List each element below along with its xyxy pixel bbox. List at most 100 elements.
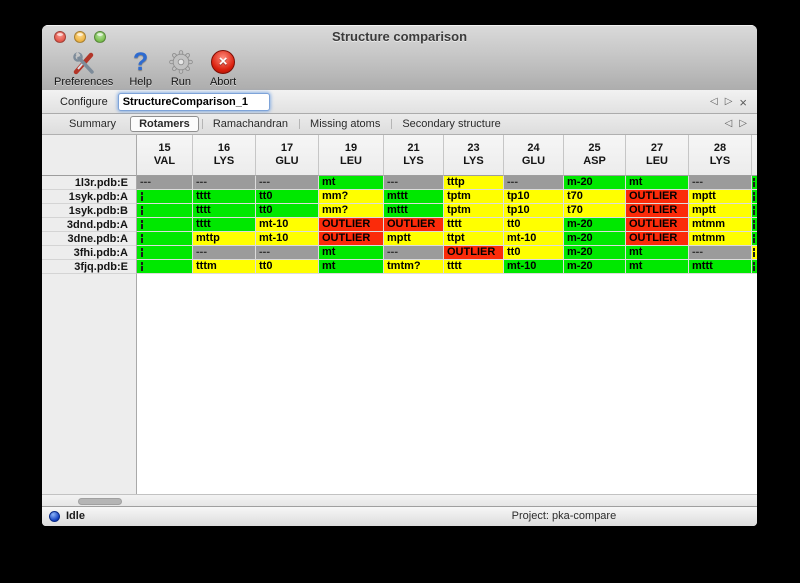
table-cell[interactable]: mt — [626, 246, 689, 260]
table-cell[interactable]: mt — [319, 260, 384, 274]
table-cell[interactable]: tptm — [444, 190, 504, 204]
table-cell[interactable]: --- — [384, 176, 444, 190]
table-cell[interactable]: OUTLIER — [626, 204, 689, 218]
table-cell[interactable]: tttt — [444, 260, 504, 274]
column-header[interactable]: 17 GLU — [256, 135, 319, 176]
table-cell[interactable]: tt0 — [256, 260, 319, 274]
table-cell[interactable]: OUTLIER — [319, 218, 384, 232]
table-cell[interactable]: tttt — [193, 204, 256, 218]
table-cell[interactable]: --- — [504, 176, 564, 190]
table-cell[interactable]: mtmm — [689, 232, 752, 246]
table-cell[interactable] — [137, 204, 193, 218]
table-cell[interactable]: tttp — [444, 176, 504, 190]
minimize-window-button[interactable] — [74, 31, 86, 43]
table-cell[interactable]: tttt — [193, 190, 256, 204]
tab-missing-atoms[interactable]: Missing atoms — [299, 116, 391, 132]
row-label[interactable]: 3fhi.pdb:A — [42, 246, 137, 260]
column-header[interactable]: 23 LYS — [444, 135, 504, 176]
tab-secondary-structure[interactable]: Secondary structure — [391, 116, 511, 132]
table-cell[interactable]: mt-10 — [504, 260, 564, 274]
table-cell[interactable] — [137, 260, 193, 274]
table-cell[interactable]: mm? — [319, 204, 384, 218]
table-cell[interactable]: m-20 — [564, 246, 626, 260]
abort-button[interactable]: × Abort — [210, 47, 236, 88]
table-cell[interactable]: m-20 — [564, 232, 626, 246]
table-cell[interactable]: mt — [319, 176, 384, 190]
table-cell[interactable]: tp10 — [504, 190, 564, 204]
table-cell[interactable]: --- — [137, 176, 193, 190]
table-cell[interactable]: --- — [256, 176, 319, 190]
close-panel-icon[interactable]: × — [739, 94, 747, 110]
table-cell[interactable]: mptt — [689, 204, 752, 218]
tabs-prev-icon[interactable]: ◁ — [724, 118, 733, 129]
column-header[interactable]: 28 LYS — [689, 135, 752, 176]
table-cell[interactable]: mptt — [689, 190, 752, 204]
table-cell[interactable]: --- — [689, 246, 752, 260]
row-label[interactable]: 3fjq.pdb:E — [42, 260, 137, 274]
table-cell[interactable]: mttt — [384, 190, 444, 204]
nav-next-icon[interactable]: ▷ — [724, 96, 733, 107]
table-cell[interactable] — [137, 190, 193, 204]
tab-ramachandran[interactable]: Ramachandran — [201, 116, 299, 132]
column-header[interactable]: 21 LYS — [384, 135, 444, 176]
table-cell[interactable]: tt0 — [504, 218, 564, 232]
table-cell[interactable]: tptm — [444, 204, 504, 218]
row-label[interactable]: 1l3r.pdb:E — [42, 176, 137, 190]
table-cell[interactable] — [137, 218, 193, 232]
row-label[interactable]: 1syk.pdb:B — [42, 204, 137, 218]
zoom-window-button[interactable] — [94, 31, 106, 43]
close-window-button[interactable] — [54, 31, 66, 43]
table-cell[interactable]: t70 — [564, 190, 626, 204]
column-header[interactable]: 24 GLU — [504, 135, 564, 176]
table-cell[interactable]: m-20 — [564, 218, 626, 232]
table-cell[interactable]: tp10 — [504, 204, 564, 218]
table-cell[interactable]: --- — [193, 246, 256, 260]
run-button[interactable]: Run — [168, 47, 194, 88]
table-cell[interactable]: mttt — [384, 204, 444, 218]
table-cell[interactable]: OUTLIER — [444, 246, 504, 260]
table-cell[interactable]: mt-10 — [256, 218, 319, 232]
table-cell[interactable]: OUTLIER — [626, 190, 689, 204]
table-cell[interactable]: --- — [689, 176, 752, 190]
table-cell[interactable]: --- — [256, 246, 319, 260]
row-label[interactable]: 1syk.pdb:A — [42, 190, 137, 204]
table-cell[interactable]: --- — [193, 176, 256, 190]
column-header[interactable]: 15 VAL — [137, 135, 193, 176]
tab-summary[interactable]: Summary — [69, 118, 117, 130]
row-label[interactable]: 3dnd.pdb:A — [42, 218, 137, 232]
table-cell[interactable]: mt — [319, 246, 384, 260]
configure-input[interactable] — [117, 92, 270, 111]
column-header[interactable]: 19 LEU — [319, 135, 384, 176]
table-cell[interactable]: OUTLIER — [384, 218, 444, 232]
table-cell[interactable]: mtmm — [689, 218, 752, 232]
table-cell[interactable]: mt — [626, 260, 689, 274]
table-cell[interactable]: tmtm? — [384, 260, 444, 274]
table-cell[interactable]: tt0 — [504, 246, 564, 260]
table-cell[interactable]: m-20 — [564, 176, 626, 190]
table-cell[interactable]: OUTLIER — [319, 232, 384, 246]
table-cell[interactable] — [137, 246, 193, 260]
table-cell[interactable]: tttt — [193, 218, 256, 232]
table-cell[interactable]: mptt — [384, 232, 444, 246]
table-cell[interactable]: mt-10 — [504, 232, 564, 246]
row-label[interactable]: 3dne.pdb:A — [42, 232, 137, 246]
table-cell[interactable]: tttm — [193, 260, 256, 274]
table-cell[interactable]: --- — [384, 246, 444, 260]
table-cell[interactable]: mt — [626, 176, 689, 190]
table-cell[interactable]: mttt — [689, 260, 752, 274]
tab-rotamers[interactable]: Rotamers — [130, 116, 199, 132]
preferences-button[interactable]: Preferences — [54, 47, 113, 88]
hscrollbar-thumb[interactable] — [78, 498, 122, 505]
table-cell[interactable]: mm? — [319, 190, 384, 204]
column-header[interactable]: 27 LEU — [626, 135, 689, 176]
table-cell[interactable]: mt-10 — [256, 232, 319, 246]
tabs-next-icon[interactable]: ▷ — [739, 118, 747, 129]
table-cell[interactable]: OUTLIER — [626, 232, 689, 246]
column-header[interactable]: 25 ASP — [564, 135, 626, 176]
table-cell[interactable]: tttt — [444, 218, 504, 232]
table-cell[interactable]: tt0 — [256, 204, 319, 218]
table-cell[interactable]: mttp — [193, 232, 256, 246]
table-cell[interactable]: ttpt — [444, 232, 504, 246]
column-header[interactable]: 16 LYS — [193, 135, 256, 176]
hscrollbar-track[interactable] — [42, 494, 757, 506]
